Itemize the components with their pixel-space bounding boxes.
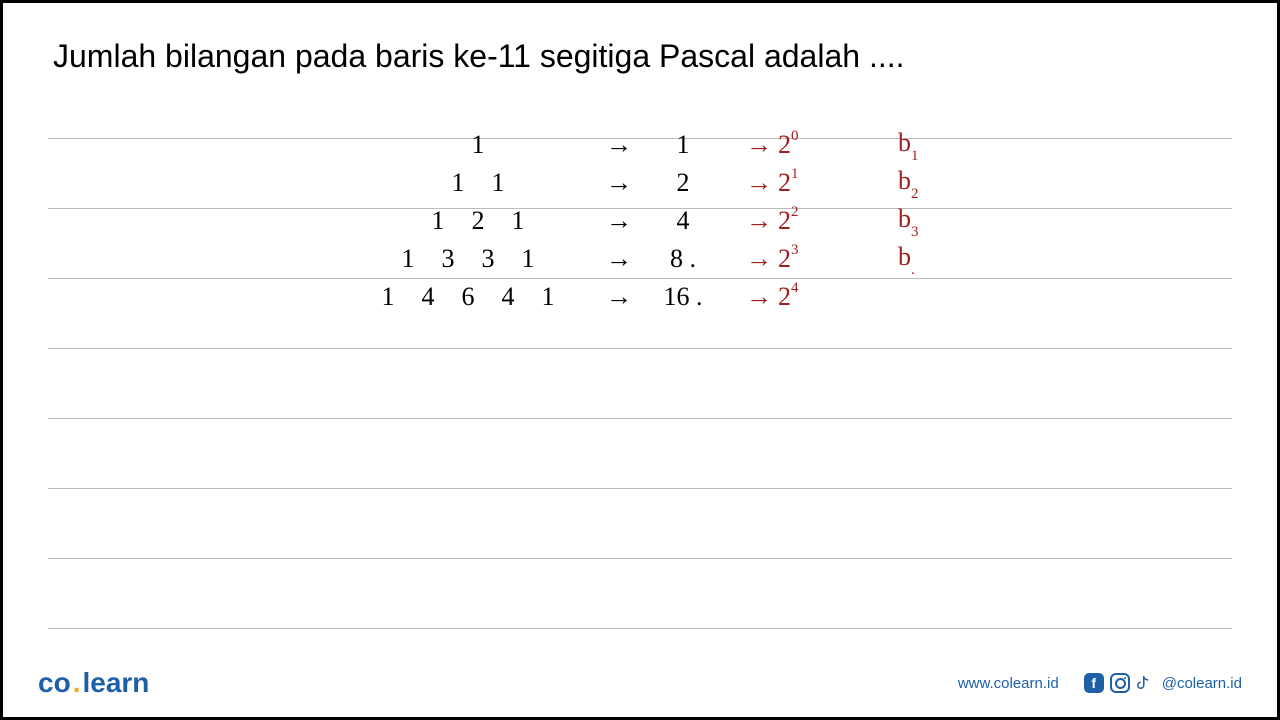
question-title: Jumlah bilangan pada baris ke-11 segitig… bbox=[48, 38, 1232, 75]
footer: co.learn www.colearn.id f @colearn.id bbox=[3, 667, 1277, 699]
footer-url: www.colearn.id bbox=[958, 675, 1059, 692]
ruled-background bbox=[48, 138, 1232, 698]
arrow-icon: → bbox=[606, 130, 632, 160]
arrow-icon: → bbox=[746, 168, 772, 198]
term-label: b3 bbox=[898, 204, 938, 238]
arrow-icon: → bbox=[746, 282, 772, 312]
instagram-icon bbox=[1110, 673, 1130, 693]
social-icons: f @colearn.id bbox=[1084, 673, 1242, 693]
arrow-icon: → bbox=[606, 244, 632, 274]
triangle-numbers: 11 bbox=[438, 168, 518, 198]
triangle-numbers: 1 bbox=[458, 130, 498, 160]
row-sum: 1 bbox=[658, 130, 708, 160]
tiktok-icon bbox=[1136, 673, 1156, 693]
row-sum: 2 bbox=[658, 168, 708, 198]
power-expression: 21 bbox=[778, 168, 833, 198]
term-label: b2 bbox=[898, 166, 938, 200]
arrow-icon: → bbox=[746, 206, 772, 236]
arrow-icon: → bbox=[746, 244, 772, 274]
power-expression: 23 bbox=[778, 244, 833, 274]
colearn-logo: co.learn bbox=[38, 667, 149, 699]
row-sum: 4 bbox=[658, 206, 708, 236]
arrow-icon: → bbox=[606, 206, 632, 236]
arrow-icon: → bbox=[606, 282, 632, 312]
term-label: b. bbox=[898, 242, 938, 276]
triangle-numbers: 121 bbox=[418, 206, 538, 236]
triangle-numbers: 1331 bbox=[388, 244, 548, 274]
row-sum: 16 . bbox=[658, 282, 708, 312]
power-expression: 24 bbox=[778, 282, 833, 312]
facebook-icon: f bbox=[1084, 673, 1104, 693]
arrow-icon: → bbox=[606, 168, 632, 198]
social-handle: @colearn.id bbox=[1162, 675, 1242, 692]
triangle-numbers: 14641 bbox=[368, 282, 568, 312]
row-sum: 8 . bbox=[658, 244, 708, 274]
power-expression: 20 bbox=[778, 130, 833, 160]
term-label: b1 bbox=[898, 128, 938, 162]
power-expression: 22 bbox=[778, 206, 833, 236]
arrow-icon: → bbox=[746, 130, 772, 160]
